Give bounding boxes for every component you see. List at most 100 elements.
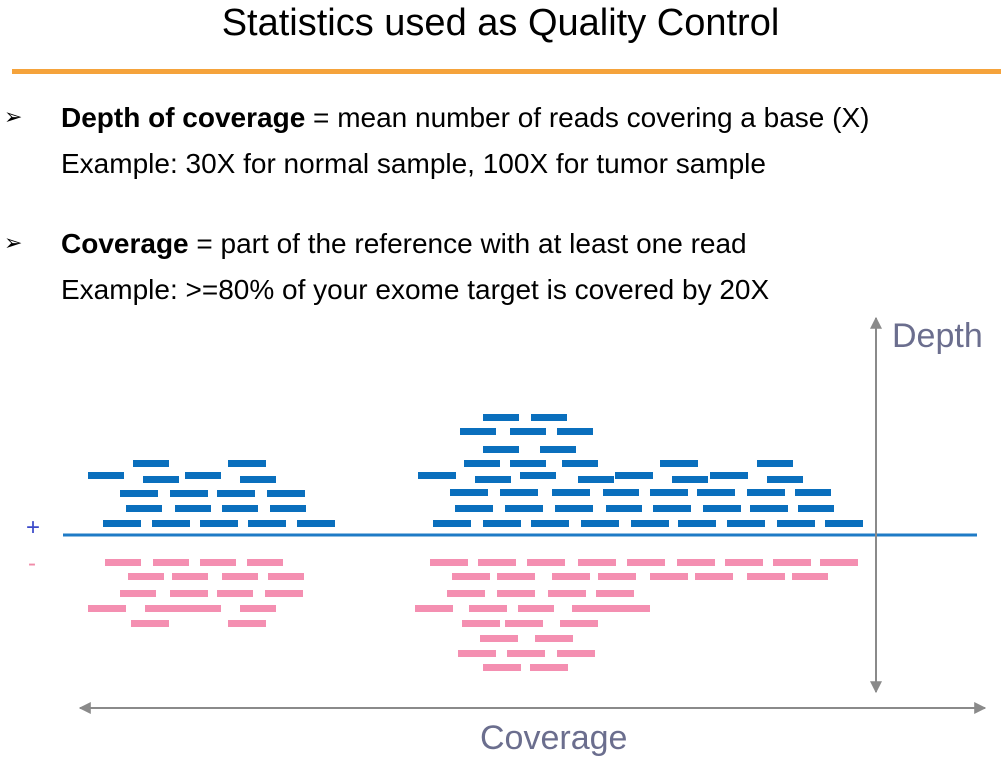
minus-strand-read [120,590,156,597]
minus-strand-read [145,605,183,612]
plus-strand-read [631,520,669,527]
plus-strand-read [270,505,306,512]
plus-strand-read [825,520,863,527]
minus-strand-read [483,664,521,671]
plus-strand-read [672,476,708,483]
plus-strand-read [615,472,653,479]
minus-strand-read [88,605,126,612]
minus-strand-read [695,573,733,580]
plus-strand-read [126,505,162,512]
plus-strand-label: + [26,514,41,541]
plus-strand-read [555,505,593,512]
slide-title: Statistics used as Quality Control [221,2,780,44]
plus-strand-read [175,505,211,512]
plus-strand-read [133,460,169,467]
plus-strand-read [603,489,639,496]
plus-strand-read [703,505,741,512]
depth-axis-label: Depth [892,317,983,355]
plus-strand-read [777,520,815,527]
plus-strand-read [557,428,593,435]
minus-strand-read [677,559,715,566]
minus-strand-read [627,559,665,566]
minus-strand-read [447,590,485,597]
minus-strand-read [430,559,468,566]
minus-strand-read [172,573,208,580]
plus-strand-read [710,472,748,479]
minus-strand-read [612,605,650,612]
plus-strand-read [200,520,238,527]
minus-strand-read [480,635,518,642]
title-divider [12,69,1001,74]
plus-strand-read [464,460,500,467]
minus-strand-read [462,620,500,627]
plus-strand-read [562,460,598,467]
minus-strand-read [222,573,258,580]
plus-strand-read [248,520,286,527]
minus-strand-read [557,650,595,657]
plus-strand-read [552,489,590,496]
plus-strand-read [581,520,619,527]
minus-strand-read [228,620,266,627]
plus-strand-read [185,472,221,479]
minus-strand-read [596,590,634,597]
bullet-term: Depth of coverage [61,102,306,133]
bullet-definition: Coverage = part of the reference with at… [61,227,747,261]
bullet-definition: Depth of coverage = mean number of reads… [61,101,869,135]
minus-strand-read [535,635,573,642]
minus-strand-read [530,664,568,671]
minus-strand-read [820,559,858,566]
plus-strand-read [103,520,141,527]
plus-strand-read [418,472,456,479]
plus-strand-read [500,489,538,496]
minus-strand-read [518,605,554,612]
minus-strand-read [131,620,169,627]
plus-strand-read [767,476,803,483]
plus-strand-read [653,505,691,512]
plus-strand-read [510,428,546,435]
minus-strand-read [105,559,141,566]
minus-strand-read [527,559,565,566]
minus-strand-read [458,650,496,657]
plus-strand-read [678,520,716,527]
plus-strand-read [795,489,831,496]
plus-strand-read [531,414,567,421]
minus-strand-read [497,573,535,580]
plus-strand-read [650,489,688,496]
plus-strand-read [520,472,556,479]
plus-strand-read [510,460,546,467]
plus-strand-read [450,489,488,496]
minus-strand-read [598,573,636,580]
plus-strand-read [170,490,208,497]
bullet-depth-of-coverage: ➢ Depth of coverage = mean number of rea… [0,101,1001,181]
plus-strand-read [798,505,834,512]
plus-strand-read [540,446,576,453]
minus-strand-read [747,573,785,580]
minus-strand-read [265,590,303,597]
plus-strand-read [747,489,785,496]
plus-strand-read [531,520,569,527]
plus-strand-read [143,476,179,483]
minus-strand-read [552,573,590,580]
minus-strand-read [153,559,189,566]
minus-strand-read [240,605,276,612]
plus-strand-read [483,520,521,527]
plus-strand-read [578,476,614,483]
plus-strand-read [727,520,765,527]
minus-strand-read [200,559,236,566]
minus-strand-read [247,559,283,566]
minus-strand-read [560,620,598,627]
plus-strand-read [120,490,158,497]
minus-strand-read [415,605,453,612]
plus-strand-read [483,446,519,453]
plus-strand-read [475,476,511,483]
bullet-definition-text: = mean number of reads covering a base (… [305,102,870,133]
minus-strand-read [452,573,490,580]
coverage-axis-label: Coverage [480,719,628,757]
plus-strand-read [228,460,266,467]
bullet-term: Coverage [61,228,189,259]
read-pileup-illustration [63,316,987,714]
arrow-bullet-icon: ➢ [4,104,23,129]
minus-strand-read [650,573,688,580]
bullet-example: Example: >=80% of your exome target is c… [61,274,770,305]
minus-strand-read [183,605,221,612]
